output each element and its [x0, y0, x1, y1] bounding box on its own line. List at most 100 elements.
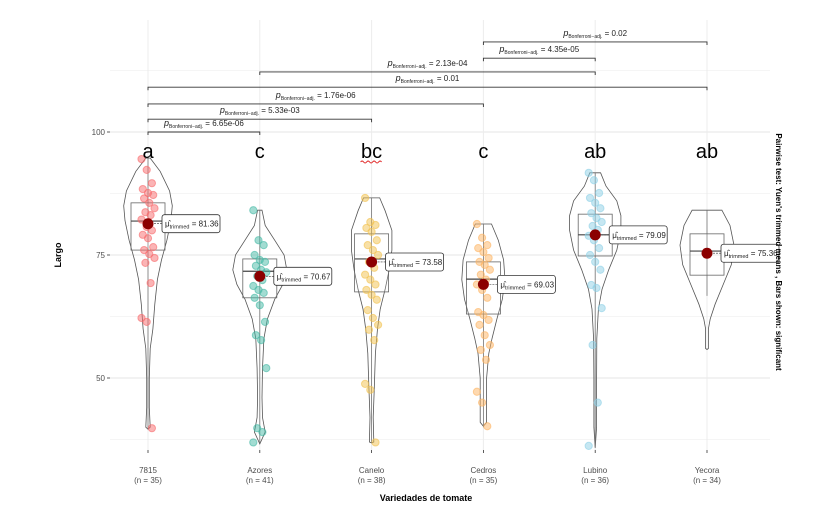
data-point — [595, 188, 604, 198]
mean-subscript: trimmed — [729, 254, 749, 260]
data-point — [142, 317, 151, 327]
comparison-brackets: pBonferroni−adj. = 6.65e-06pBonferroni−a… — [147, 28, 708, 135]
data-point — [476, 345, 485, 355]
p-symbol: p — [498, 44, 504, 54]
mean-label-box — [385, 252, 445, 272]
y-tick-label: 50 — [96, 374, 105, 383]
data-point — [259, 288, 268, 297]
bracket-line — [147, 118, 373, 123]
p-symbol: p — [219, 105, 225, 115]
comparison-bracket: pBonferroni−adj. = 6.65e-06 — [147, 118, 261, 135]
data-point — [146, 278, 155, 288]
data-point — [592, 283, 601, 293]
group-cedros: μ̂trimmed = 69.03 c — [461, 141, 556, 431]
p-value: = 0.02 — [602, 29, 627, 38]
x-tick-n-label: (n = 36) — [581, 476, 609, 485]
mean-label: μ̂trimmed = 73.58 — [389, 258, 443, 269]
data-point — [476, 270, 485, 279]
data-point — [591, 198, 600, 207]
p-value: = 6.65e-06 — [203, 119, 244, 128]
significance-letter: c — [255, 141, 265, 163]
data-point — [141, 258, 150, 267]
group-lubino: μ̂trimmed = 79.09 ab — [569, 141, 668, 450]
p-value-label: pBonferroni−adj. = 2.13e-04 — [387, 58, 468, 70]
data-point — [595, 244, 604, 253]
p-symbol: p — [395, 73, 401, 83]
x-tick-label: Canelo — [359, 466, 385, 475]
bracket-line — [259, 71, 596, 75]
p-value: = 2.13e-04 — [427, 59, 468, 68]
p-symbol: p — [562, 28, 568, 38]
data-point — [481, 355, 491, 364]
p-subscript: Bonferroni−adj. — [393, 64, 427, 70]
mean-value: = 79.09 — [637, 231, 667, 240]
data-point — [588, 340, 597, 350]
x-axis-title: Variedades de tomate — [380, 493, 473, 503]
mean-label-box — [496, 274, 556, 294]
p-value-label: pBonferroni−adj. = 1.76e-06 — [275, 90, 356, 102]
data-point — [140, 194, 149, 203]
data-point — [145, 198, 154, 207]
mean-value: = 75.36 — [748, 249, 778, 258]
data-point — [367, 227, 376, 236]
bracket-line — [147, 86, 708, 91]
data-point — [374, 320, 383, 329]
p-subscript: Bonferroni−adj. — [225, 111, 259, 117]
data-point — [368, 245, 377, 255]
p-symbol: p — [163, 118, 169, 128]
data-point — [249, 438, 258, 447]
violin — [461, 223, 506, 427]
mean-label: μ̂trimmed = 79.09 — [612, 231, 666, 242]
data-point — [249, 206, 258, 215]
p-value: = 5.33e-03 — [259, 106, 300, 115]
mean-value: = 69.03 — [525, 280, 555, 289]
data-point — [251, 331, 260, 340]
bracket-line — [147, 103, 484, 107]
data-point — [483, 293, 492, 302]
data-point — [587, 209, 596, 218]
data-point — [366, 385, 375, 394]
data-point — [361, 379, 370, 389]
data-point — [374, 250, 383, 260]
data-point — [593, 398, 602, 407]
data-point — [585, 193, 595, 203]
y-axis-title: Largo — [53, 242, 63, 268]
data-point — [150, 253, 159, 263]
data-point — [472, 387, 481, 396]
data-point — [479, 310, 488, 320]
data-point — [137, 154, 146, 164]
data-point — [363, 241, 372, 250]
mean-label-box — [608, 225, 668, 245]
mean-symbol: μ̂ — [277, 272, 284, 281]
data-point — [143, 234, 153, 243]
mean-subscript: trimmed — [170, 225, 190, 231]
mean-value: = 81.36 — [189, 220, 219, 229]
x-tick-label: Lubino — [583, 466, 608, 475]
significance-letter: ab — [584, 141, 606, 163]
mean-point — [701, 247, 713, 259]
data-point — [364, 325, 374, 334]
comparison-bracket: pBonferroni−adj. = 5.33e-03 — [147, 105, 373, 123]
data-point — [485, 340, 494, 350]
x-tick-n-label: (n = 35) — [134, 476, 162, 485]
mean-point — [142, 218, 154, 230]
violin — [123, 157, 173, 430]
group-azores: μ̂trimmed = 70.67 c — [232, 141, 333, 447]
mean-point — [477, 278, 489, 290]
p-subscript: Bonferroni−adj. — [504, 50, 538, 56]
mean-symbol: μ̂ — [500, 280, 507, 289]
grid — [110, 20, 770, 450]
significance-letter: a — [142, 141, 154, 163]
data-point — [371, 220, 380, 230]
data-point — [597, 304, 606, 313]
data-point — [483, 241, 492, 250]
y-tick-label: 100 — [92, 128, 106, 137]
mean-label: μ̂trimmed = 69.03 — [500, 280, 554, 291]
data-point — [484, 253, 493, 263]
comparison-bracket: pBonferroni−adj. = 0.02 — [482, 28, 708, 45]
y-axis: 50 75 100 — [92, 128, 110, 383]
bracket-line — [482, 41, 708, 45]
data-point — [589, 176, 599, 185]
